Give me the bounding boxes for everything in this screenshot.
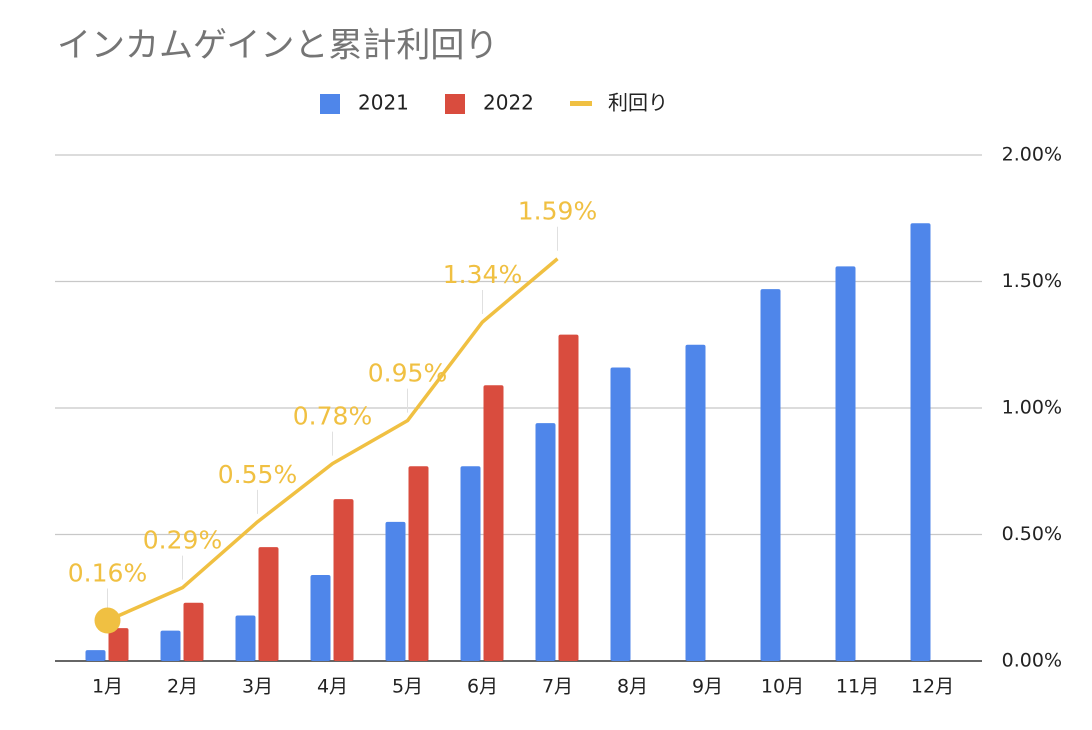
x-tick-label: 12月: [911, 676, 954, 698]
x-tick-label: 9月: [692, 676, 723, 698]
line: [106, 257, 559, 623]
legend-label: 2022: [483, 91, 534, 115]
data-label: 0.29%: [143, 526, 222, 555]
bar: [160, 630, 181, 661]
data-label: 1.34%: [443, 260, 522, 289]
x-tick-label: 5月: [392, 676, 423, 698]
chart-title: インカムゲインと累計利回り: [57, 26, 498, 66]
x-tick-label: 6月: [467, 676, 498, 698]
y-tick-label: 0.50%: [1002, 523, 1062, 545]
bar: [685, 344, 706, 661]
data-label: 0.78%: [293, 402, 372, 431]
x-tick-label: 11月: [836, 676, 879, 698]
bar: [85, 650, 106, 661]
data-label: 0.55%: [218, 460, 297, 489]
bar: [385, 521, 406, 661]
y-tick-label: 2.00%: [1002, 144, 1062, 166]
data-label: 0.95%: [368, 359, 447, 388]
legend-swatch: [570, 101, 592, 106]
x-tick-label: 8月: [617, 676, 648, 698]
bar: [258, 547, 279, 661]
legend-swatch: [320, 94, 340, 114]
bar: [108, 628, 129, 661]
legend-label: 利回り: [608, 91, 668, 115]
bar: [760, 289, 781, 661]
data-label: 0.16%: [68, 559, 147, 588]
bar: [535, 423, 556, 661]
x-tick-label: 7月: [542, 676, 573, 698]
bar: [460, 466, 481, 661]
x-tick-label: 2月: [167, 676, 198, 698]
bar: [558, 334, 579, 661]
bar: [310, 574, 331, 661]
bar: [910, 223, 931, 661]
bar: [235, 615, 256, 661]
x-tick-label: 4月: [317, 676, 348, 698]
y-tick-label: 1.50%: [1002, 270, 1062, 292]
legend-swatch: [445, 94, 465, 114]
bar: [483, 385, 504, 661]
x-tick-label: 3月: [242, 676, 273, 698]
bar: [835, 266, 856, 661]
y-tick-label: 1.00%: [1002, 397, 1062, 419]
bar: [610, 367, 631, 661]
x-tick-label: 10月: [761, 676, 804, 698]
point-highlight: [94, 607, 121, 634]
data-label: 1.59%: [518, 197, 597, 226]
bar: [333, 499, 354, 661]
x-tick-label: 1月: [92, 676, 123, 698]
legend-label: 2021: [358, 91, 409, 115]
bar: [408, 466, 429, 661]
bar: [183, 602, 204, 661]
y-tick-label: 0.00%: [1002, 650, 1062, 672]
